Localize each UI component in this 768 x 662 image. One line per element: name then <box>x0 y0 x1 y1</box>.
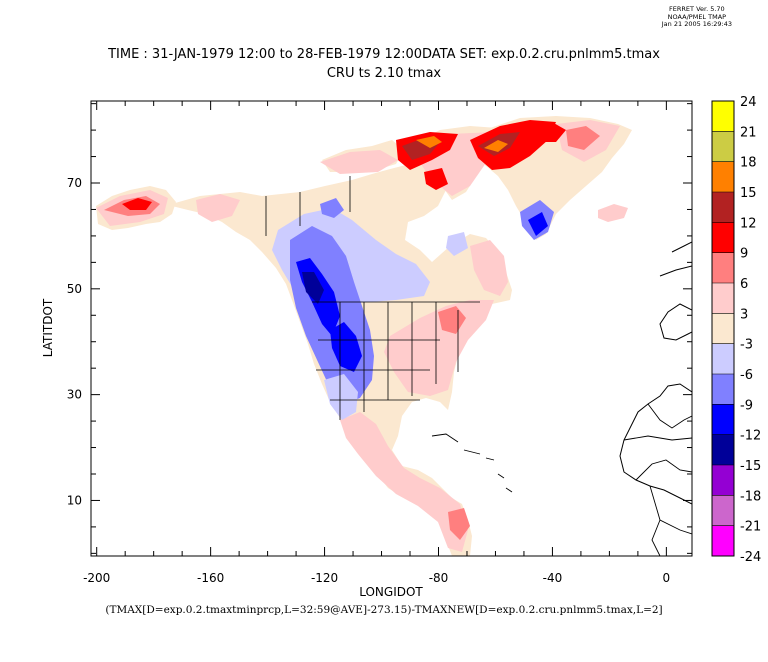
colorbar-tick-label: 12 <box>740 216 757 231</box>
colorbar-swatch <box>712 495 734 526</box>
iceland-landmass <box>598 204 628 222</box>
colorbar-frame <box>711 100 735 557</box>
colorbar-tick-label: 24 <box>740 95 757 110</box>
plot-title: TIME : 31-JAN-1979 12:00 to 28-FEB-1979 … <box>108 47 660 62</box>
y-tick-label: 30 <box>67 388 82 402</box>
anomaly-baffin-south <box>424 168 448 190</box>
colorbar-tick-label: -12 <box>740 429 761 444</box>
colorbar-swatch <box>712 131 734 162</box>
x-tick-label: -160 <box>197 571 224 585</box>
colorbar-swatch <box>712 525 734 557</box>
anomaly-hudson-light <box>446 232 468 256</box>
anomaly-colombia-red <box>448 508 470 540</box>
plot-frame <box>90 100 693 557</box>
anomaly-east-us-pink <box>384 300 494 396</box>
anomaly-yukon-pink <box>196 194 240 222</box>
anomaly-greenland-orange <box>484 140 508 152</box>
y-tick-label: 50 <box>67 282 82 296</box>
ferret-timestamp: Jan 21 2005 16:29:43 <box>661 20 732 28</box>
colorbar-tick-label: 3 <box>740 307 748 322</box>
ferret-stamp: FERRET Ver. 5.70 NOAA/PMEL TMAP Jan 21 2… <box>661 5 732 29</box>
y-axis-title: LATITDOT <box>41 298 55 357</box>
colorbar-tick-label: -15 <box>740 459 761 474</box>
colorbar-tick-label: 6 <box>740 277 748 292</box>
colorbar-swatch <box>712 101 734 132</box>
colorbar-swatch <box>712 161 734 193</box>
anomaly-greenland-east-red <box>566 126 600 150</box>
x-tick-label: -40 <box>543 571 563 585</box>
anomaly-nunavut-blue <box>320 198 344 218</box>
colorbar-tick-label: -18 <box>740 489 761 504</box>
colorbar-swatch <box>712 222 734 253</box>
colorbar-swatch <box>712 465 734 496</box>
colorbar-swatch <box>712 374 734 405</box>
colorbar-swatch <box>712 313 734 344</box>
ferret-version: FERRET Ver. 5.70 <box>669 5 725 13</box>
anomaly-greenland-ridge <box>530 122 566 142</box>
anomaly-rockies-dark <box>302 272 324 304</box>
europe-coastline <box>659 241 692 341</box>
ferret-org: NOAA/PMEL TMAP <box>667 12 727 21</box>
colorbar-tick-label: 18 <box>740 156 757 171</box>
colorbar-swatch <box>712 434 734 466</box>
x-tick-label: -200 <box>83 571 110 585</box>
colorbar-swatch <box>712 404 734 435</box>
caribbean-islands <box>431 433 513 493</box>
anomaly-baffin-orange <box>416 136 442 148</box>
colorbar-swatch <box>712 283 734 314</box>
map-axes: -200 -160 -120 -80 -40 0 10 30 50 70 <box>67 101 692 585</box>
colorbar: 24 21 18 15 12 9 6 3 -3 -6 -9 -12 -15 -18 -21 -24 <box>711 95 761 565</box>
colorbar-tick-label: -3 <box>740 338 753 353</box>
anomaly-arctic-pink <box>320 150 398 174</box>
variable-expression: (TMAX[D=exp.0.2.tmaxtminprcp,L=32:59@AVE… <box>105 604 663 616</box>
y-tick-label: 10 <box>67 493 82 507</box>
y-tick-label: 70 <box>67 176 82 190</box>
africa-borders <box>623 403 692 556</box>
colorbar-tick-label: 15 <box>740 186 757 201</box>
anomaly-great-basin-blue <box>330 322 362 372</box>
colorbar-tick-label: -9 <box>740 398 753 413</box>
x-tick-label: -80 <box>429 571 449 585</box>
anomaly-mexico-pink <box>340 412 468 552</box>
colorbar-tick-label: -6 <box>740 368 753 383</box>
plot-subtitle: CRU ts 2.10 tmax <box>326 66 442 81</box>
anomaly-alaska-core <box>122 198 152 210</box>
colorbar-tick-label: 9 <box>740 247 748 262</box>
anomaly-greenland-south-dark <box>528 212 548 236</box>
anomaly-southwest-light <box>324 374 358 420</box>
colorbar-swatch <box>712 343 734 375</box>
colorbar-swatch <box>712 192 734 223</box>
africa-coastline <box>619 383 692 505</box>
anomaly-great-lakes-red <box>438 306 466 334</box>
colorbar-tick-label: 21 <box>740 125 757 140</box>
colorbar-tick-label: -24 <box>740 550 761 565</box>
colorbar-tick-label: -21 <box>740 520 761 535</box>
x-tick-label: -120 <box>311 571 338 585</box>
x-axis-title: LONGIDOT <box>359 585 423 599</box>
x-tick-label: 0 <box>663 571 671 585</box>
map-field <box>96 116 692 556</box>
anomaly-labrador-pink <box>470 240 508 296</box>
us-state-borders <box>265 176 480 420</box>
colorbar-swatch <box>712 252 734 284</box>
